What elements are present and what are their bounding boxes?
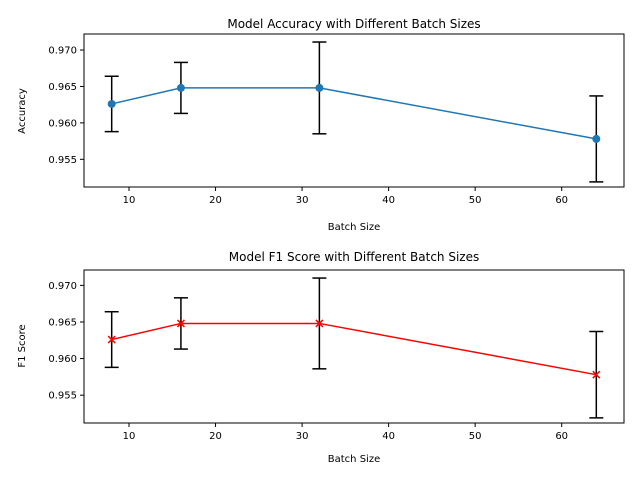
x-tick-label: 40: [382, 195, 395, 206]
f1-x-ticks: 10 20 30 40 50 60: [123, 423, 568, 442]
accuracy-plot-frame: [83, 33, 625, 188]
series-line: [111, 322, 597, 376]
data-point: [176, 319, 185, 328]
data-point: [176, 83, 185, 92]
x-tick-label: 60: [555, 431, 568, 442]
x-tick-label: 10: [123, 195, 136, 206]
data-point: [107, 99, 116, 108]
f1-y-ticks: 0.955 0.960 0.965 0.970: [48, 281, 84, 402]
accuracy-chart-title: Model Accuracy with Different Batch Size…: [227, 17, 480, 31]
x-tick-label: 20: [209, 195, 222, 206]
y-tick-label: 0.965: [48, 317, 77, 328]
data-point: [592, 370, 601, 379]
f1-panel: Model F1 Score with Different Batch Size…: [17, 250, 625, 465]
accuracy-panel: Model Accuracy with Different Batch Size…: [17, 17, 625, 233]
f1-y-axis-label: F1 Score: [17, 324, 28, 367]
y-tick-label: 0.960: [48, 118, 77, 129]
y-tick-label: 0.965: [48, 82, 77, 93]
y-tick-label: 0.955: [48, 391, 77, 402]
data-point-stroke: [107, 335, 116, 344]
x-tick-label: 40: [382, 431, 395, 442]
series-line: [111, 87, 597, 140]
x-tick-label: 50: [469, 431, 482, 442]
x-tick-label: 10: [123, 431, 136, 442]
f1-chart-title: Model F1 Score with Different Batch Size…: [229, 250, 480, 264]
x-tick-label: 30: [296, 431, 309, 442]
data-point-stroke: [592, 370, 601, 379]
accuracy-marks: [104, 41, 604, 183]
y-tick-label: 0.955: [48, 155, 77, 166]
y-tick-label: 0.970: [48, 46, 77, 57]
data-point-stroke: [176, 319, 185, 328]
accuracy-y-axis-label: Accuracy: [17, 88, 28, 134]
data-point: [592, 134, 601, 143]
f1-plot-frame: [83, 269, 625, 424]
accuracy-x-axis-label: Batch Size: [328, 222, 380, 233]
data-point: [107, 335, 116, 344]
data-point: [315, 83, 324, 92]
accuracy-x-ticks: 10 20 30 40 50 60: [123, 187, 568, 206]
x-tick-label: 60: [555, 195, 568, 206]
accuracy-y-ticks: 0.955 0.960 0.965 0.970: [48, 46, 84, 166]
data-point: [315, 319, 324, 328]
f1-x-axis-label: Batch Size: [328, 454, 380, 465]
data-point-stroke: [315, 319, 324, 328]
f1-marks: [104, 277, 604, 419]
x-tick-label: 30: [296, 195, 309, 206]
x-tick-label: 50: [469, 195, 482, 206]
x-tick-label: 20: [209, 431, 222, 442]
y-tick-label: 0.960: [48, 354, 77, 365]
y-tick-label: 0.970: [48, 281, 77, 292]
